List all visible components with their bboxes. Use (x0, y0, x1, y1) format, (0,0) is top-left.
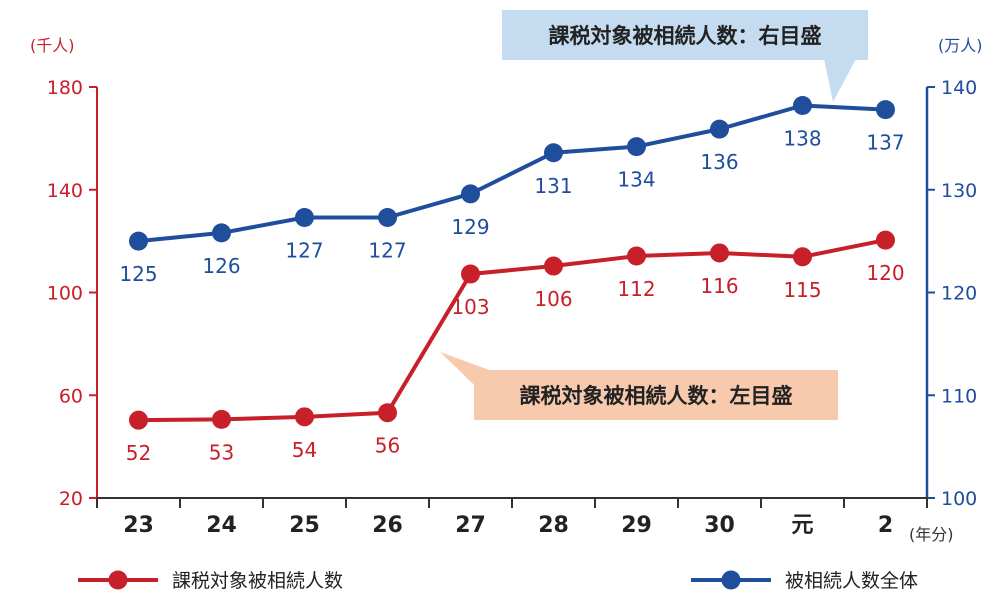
data-label: 127 (285, 238, 323, 262)
data-point (710, 243, 729, 263)
data-point (295, 207, 314, 227)
left-tick-label: 140 (47, 180, 83, 202)
x-tick-label: 28 (538, 513, 569, 538)
data-label: 125 (119, 262, 157, 286)
legend-marker (108, 570, 128, 590)
x-axis-unit: (年分) (909, 525, 954, 544)
data-point (627, 137, 646, 157)
legend-marker (721, 570, 741, 590)
data-point (876, 100, 895, 120)
right-tick-label: 100 (941, 488, 977, 510)
data-point (793, 95, 812, 115)
data-label: 112 (617, 277, 655, 301)
data-label: 103 (451, 295, 489, 319)
right-tick-label: 140 (941, 77, 977, 99)
series-layer: 52 53 54 56 103 106 112 116 115 120 125 126 127 127 12… (119, 95, 905, 465)
x-tick-label: 24 (206, 513, 237, 538)
data-label: 126 (202, 254, 240, 278)
data-point (295, 407, 314, 427)
data-label: 136 (700, 150, 738, 174)
data-label: 127 (368, 238, 406, 262)
data-label: 53 (209, 440, 234, 464)
callout-pointer-right-scale (824, 59, 856, 102)
x-tick-label: 27 (455, 513, 486, 538)
data-label: 56 (375, 434, 400, 458)
data-label: 131 (534, 174, 572, 198)
data-label: 138 (783, 126, 821, 150)
left-tick-label: 100 (47, 283, 83, 305)
data-label: 134 (617, 168, 655, 192)
right-axis-unit: (万人) (938, 36, 983, 55)
callout-box-right-scale (502, 10, 868, 60)
left-tick-label: 60 (59, 385, 83, 407)
right-tick-label: 110 (941, 385, 977, 407)
data-label: 116 (700, 274, 738, 298)
data-point (378, 403, 397, 423)
legend-label: 被相続人数全体 (785, 570, 918, 592)
data-label: 115 (783, 278, 821, 302)
series-line-taxable (138, 238, 886, 423)
x-tick-label: 30 (704, 513, 735, 538)
data-point (544, 143, 563, 163)
callout-pointer-left-scale (440, 352, 492, 402)
axes: 20 60 100 140 180 (千人) 100 110 120 130 140 (万人) 23 24… (30, 36, 983, 544)
data-point (461, 184, 480, 204)
data-point (793, 247, 812, 267)
left-axis-unit: (千人) (30, 36, 75, 55)
callout-text-right-scale: 課税対象被相続人数：右目盛 (549, 24, 822, 48)
data-point (876, 230, 895, 250)
x-tick-label: 25 (289, 513, 320, 538)
x-tick-label: 元 (791, 513, 813, 538)
data-label: 52 (126, 441, 151, 465)
legend: 課税対象被相続人数 被相続人数全体 (78, 570, 918, 592)
callout-text-left-scale: 課税対象被相続人数：左目盛 (520, 384, 793, 408)
left-tick-label: 20 (59, 488, 83, 510)
x-tick-label: 29 (621, 513, 652, 538)
right-tick-label: 130 (941, 180, 977, 202)
right-tick-label: 120 (941, 283, 977, 305)
data-point (212, 409, 231, 429)
data-label: 54 (292, 438, 317, 462)
data-label: 106 (534, 287, 572, 311)
data-point (212, 223, 231, 243)
data-point (627, 246, 646, 266)
data-point (461, 264, 480, 284)
data-point (378, 207, 397, 227)
x-tick-label: 2 (878, 513, 893, 538)
data-point (129, 231, 148, 251)
x-tick-label: 26 (372, 513, 403, 538)
callout-box-left-scale (474, 370, 838, 420)
data-label: 120 (866, 261, 904, 285)
legend-label: 課税対象被相続人数 (172, 570, 343, 592)
data-point (710, 119, 729, 139)
data-point (129, 410, 148, 430)
series-line-total (138, 103, 886, 244)
x-tick-label: 23 (123, 513, 154, 538)
data-label: 129 (451, 215, 489, 239)
data-point (544, 256, 563, 276)
left-tick-label: 180 (47, 77, 83, 99)
data-label: 137 (866, 131, 904, 155)
